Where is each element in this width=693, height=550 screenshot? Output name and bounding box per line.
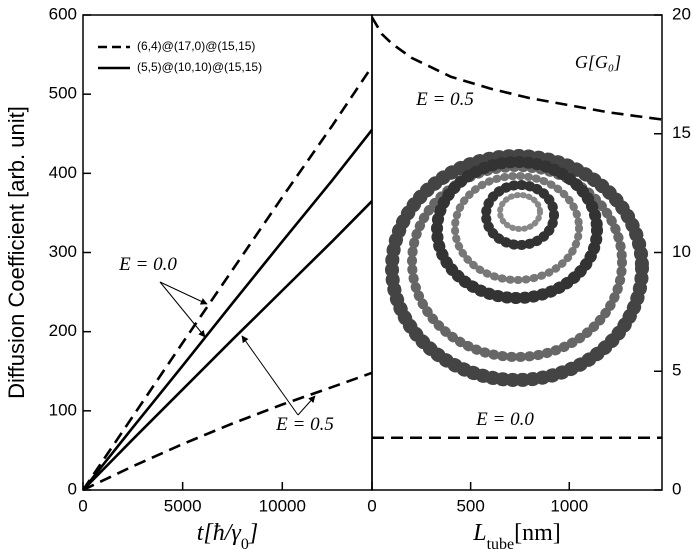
y-tick-label: 300 (49, 242, 77, 261)
x-tick-label: 5000 (164, 496, 202, 515)
annotation: E = 0.0 (475, 409, 534, 430)
y-tick-label: 10 (672, 242, 691, 261)
x-tick-label: 10000 (259, 496, 306, 515)
annotation: E = 0.5 (415, 89, 474, 110)
x-axis-label-part: 0 (241, 536, 249, 550)
x-tick-label: 1000 (550, 496, 588, 515)
y-tick-label: 200 (49, 321, 77, 340)
y-axis-label: G[G₀] (575, 52, 621, 72)
y-tick-label: 20 (672, 4, 691, 23)
y-tick-label: 100 (49, 400, 77, 419)
x-axis-label-part: L (472, 520, 486, 546)
y-axis-label: Diffusion Coefficient [arb. unit] (4, 106, 29, 399)
legend-label: (6,4)@(17,0)@(15,15) (137, 39, 255, 53)
y-tick-label: 500 (49, 84, 77, 103)
series-line (83, 201, 372, 490)
y-tick-label: 600 (49, 4, 77, 23)
y-tick-label: 0 (672, 479, 681, 498)
y-tick-label: 0 (68, 479, 77, 498)
x-axis-label-part: [nm] (514, 520, 561, 546)
y-tick-label: 5 (672, 361, 681, 380)
nanotube-illustration (392, 156, 642, 380)
annotation: E = 0.0 (118, 254, 177, 275)
series-line (83, 130, 372, 490)
x-axis-label: Ltube[nm] (472, 520, 561, 550)
y-tick-label: 15 (672, 123, 691, 142)
arrows (160, 282, 315, 415)
legend-label: (5,5)@(10,10)@(15,15) (137, 60, 262, 74)
y-tick-label: 400 (49, 163, 77, 182)
figure: 05000100000100200300400500600(6,4)@(17,0… (0, 0, 693, 550)
x-axis-label-part: tube (487, 536, 515, 550)
x-axis-label-part: ] (248, 520, 258, 546)
x-axis-label-part: t[ħ/γ (197, 520, 242, 546)
x-tick-label: 500 (456, 496, 484, 515)
x-tick-label: 0 (78, 496, 87, 515)
x-axis-label: t[ħ/γ0] (197, 520, 258, 550)
annotation: E = 0.5 (275, 414, 334, 435)
x-tick-label: 0 (367, 496, 376, 515)
